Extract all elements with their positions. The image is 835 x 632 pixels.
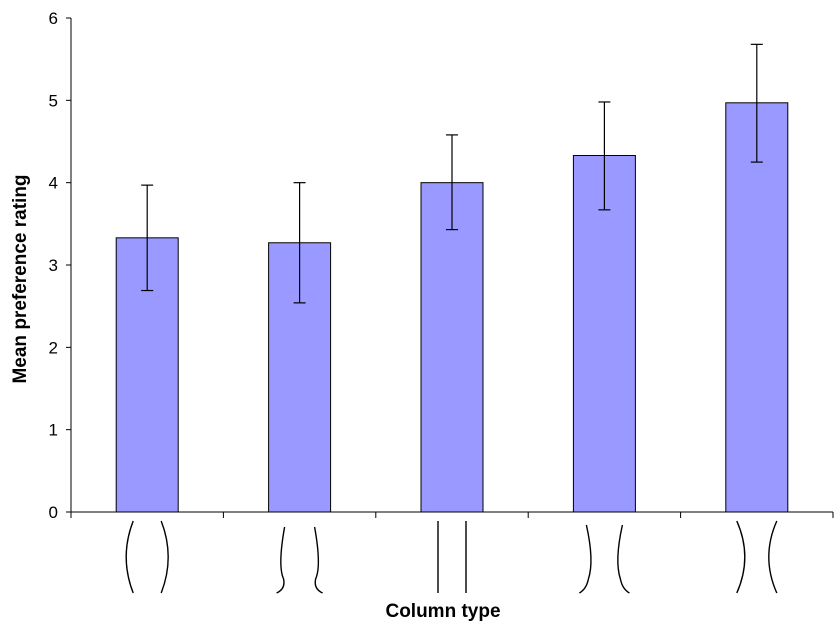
x-ticks-layer [70,512,834,518]
y-tick-label: 4 [49,174,58,193]
error-bar [750,43,763,163]
y-ticks-layer: 0 1 2 3 4 5 6 [49,9,71,522]
y-tick-label: 3 [49,256,58,275]
column-narrowing-middle-strong-icon [736,520,778,594]
y-tick-label: 0 [49,503,58,522]
error-bar [293,182,306,304]
column-narrowing-middle-icon [579,524,630,594]
bar [725,102,789,513]
y-tick-label: 1 [49,421,58,440]
y-tick-label: 5 [49,91,58,110]
error-bar [598,101,611,211]
bar [572,154,636,513]
error-bar [446,134,458,231]
y-axis-title: Mean preference rating [10,174,31,383]
y-tick-label: 6 [49,9,58,28]
column-widening-middle-icon [125,520,169,594]
bar [420,182,484,513]
category-icons-layer [125,520,778,594]
error-bars-layer [141,43,763,304]
column-narrowing-base-curved-icon [276,526,323,594]
x-axis-title: Column type [385,601,500,622]
error-bar [141,184,154,292]
y-tick-label: 2 [49,338,58,357]
column-straight-icon [437,521,467,593]
